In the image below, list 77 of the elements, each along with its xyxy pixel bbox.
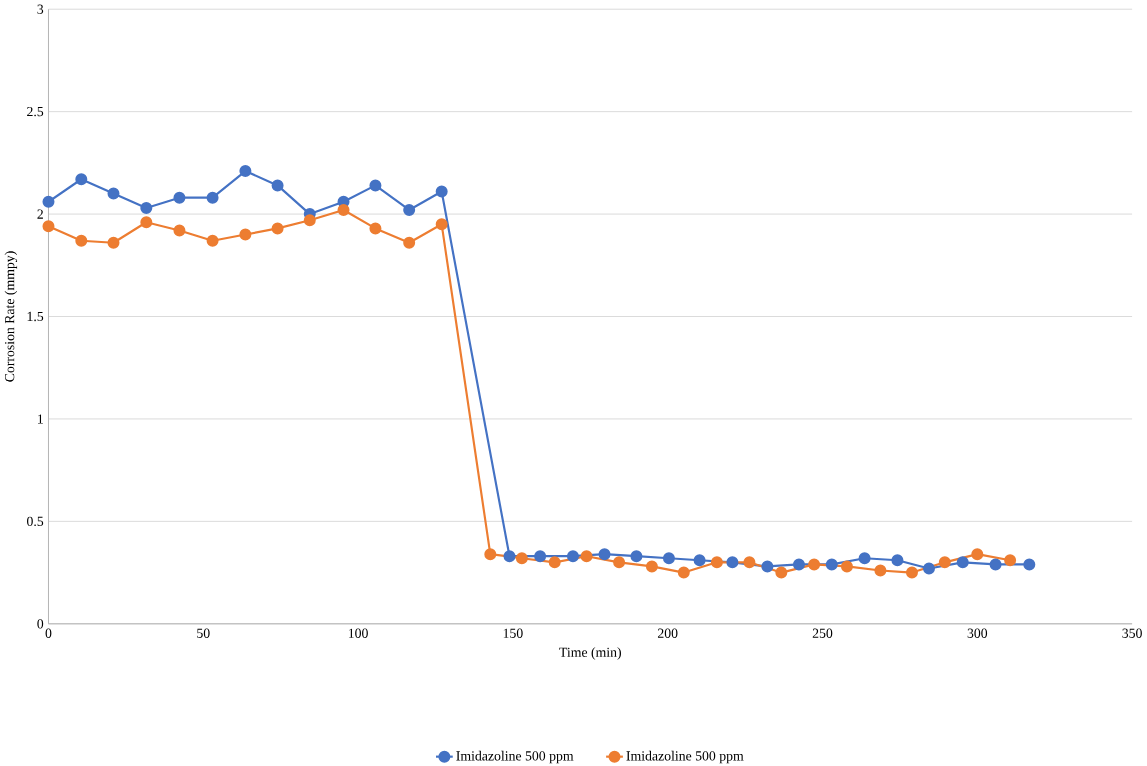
point [761,560,774,573]
point [693,554,706,567]
y-tick-label: 1.5 [27,311,44,321]
x-tick-label: 150 [503,628,523,638]
x-tick-label: 50 [197,628,210,638]
legend-label: Imidazoline 500 ppm [456,750,574,764]
point [775,566,788,579]
point [726,556,739,569]
point [173,224,186,237]
y-axis-title: Corrosion Rate (mmpy) [4,251,18,382]
x-axis-title: Time (min) [559,647,621,660]
point [206,191,219,204]
point [107,187,120,200]
point [710,556,723,569]
point [613,556,626,569]
point [140,216,153,229]
point [825,558,838,571]
x-tick-label: 200 [657,628,678,638]
point [337,203,350,216]
point [435,218,448,231]
point [662,552,675,565]
point [503,550,516,562]
point [566,550,579,562]
point [956,556,969,569]
legend-label: Imidazoline 500 ppm [626,750,744,764]
point [1023,558,1036,571]
point [484,547,497,560]
point [271,222,284,235]
point [580,550,593,562]
y-tick-label: 0.5 [27,516,44,526]
point [677,566,690,579]
y-tick-label: 2.5 [27,106,44,117]
point [239,228,252,241]
point [858,552,871,565]
point [1004,554,1017,567]
point [140,201,153,214]
point [938,556,951,569]
x-tick-label: 300 [967,628,988,638]
point [271,179,284,192]
point [808,558,821,571]
point [743,556,756,569]
x-tick-label: 0 [45,628,52,638]
y-tick-label: 3 [37,4,44,14]
point [645,560,658,573]
point [173,191,186,204]
point [369,179,382,192]
point [515,552,528,565]
y-tick-label: 0 [37,618,44,629]
point [548,556,561,569]
point [971,547,984,560]
point [874,564,887,577]
x-tick-label: 250 [812,628,833,638]
point [403,203,416,216]
point [989,558,1002,571]
point [107,236,120,249]
point [75,234,88,247]
point [905,566,918,579]
point [403,236,416,249]
point [435,185,448,198]
point [369,222,382,235]
x-tick-label: 350 [1122,628,1142,638]
point [42,220,55,233]
y-tick-label: 2 [37,209,43,219]
point [206,234,219,247]
point [630,550,643,562]
point [239,164,252,177]
point [598,547,611,560]
point [42,195,55,208]
x-tick-label: 100 [348,628,368,638]
point [923,562,935,575]
point [792,558,805,571]
y-tick-label: 1 [38,414,43,424]
point [75,173,88,186]
point [891,554,904,567]
point [534,550,547,562]
point [303,214,316,227]
point [840,560,853,573]
